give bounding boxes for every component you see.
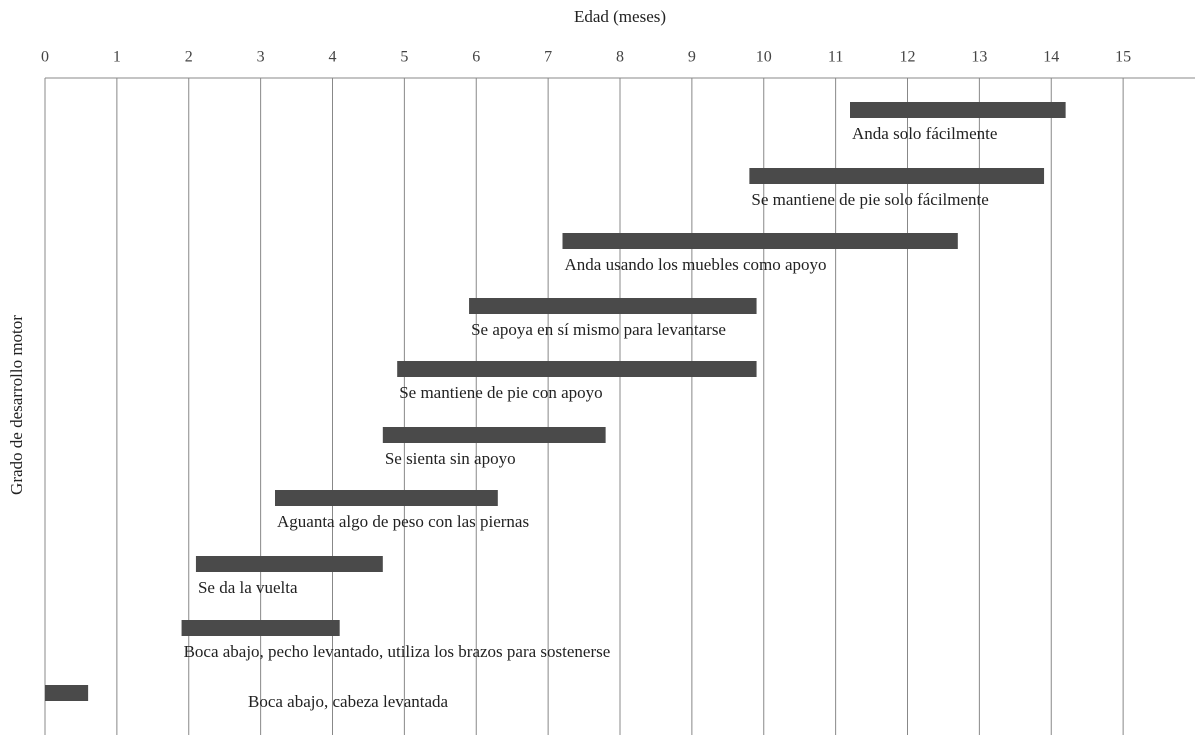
x-axis-title: Edad (meses) [574, 7, 666, 26]
bar [850, 102, 1066, 118]
x-tick-label: 13 [971, 49, 987, 66]
x-tick-label: 1 [113, 49, 121, 66]
x-tick-label: 12 [900, 49, 916, 66]
x-tick-label: 8 [616, 49, 624, 66]
x-tick-label: 0 [41, 49, 49, 66]
bar [749, 168, 1045, 184]
x-tick-label: 10 [756, 49, 772, 66]
x-tick-label: 6 [472, 49, 480, 66]
x-tick-label: 4 [329, 49, 337, 66]
bar-label: Se apoya en sí mismo para levantarse [471, 320, 726, 339]
x-tick-label: 7 [544, 49, 552, 66]
bar [181, 620, 340, 636]
bar [275, 490, 498, 506]
bar [382, 427, 606, 443]
bar-label: Se sienta sin apoyo [385, 449, 516, 468]
bar-label: Anda solo fácilmente [852, 124, 997, 143]
x-tick-label: 9 [688, 49, 696, 66]
bar [397, 361, 757, 377]
x-tick-label: 15 [1115, 49, 1131, 66]
bar-label: Aguanta algo de peso con las piernas [277, 512, 529, 531]
y-axis-title: Grado de desarrollo motor [7, 315, 26, 495]
bar [45, 685, 89, 701]
x-tick-label: 3 [257, 49, 265, 66]
bar-label: Se da la vuelta [198, 578, 298, 597]
bar-label: Boca abajo, cabeza levantada [248, 692, 449, 711]
bar [469, 298, 757, 314]
x-tick-label: 5 [400, 49, 408, 66]
bar-label: Anda usando los muebles como apoyo [565, 255, 827, 274]
bar-label: Se mantiene de pie solo fácilmente [751, 190, 988, 209]
bar [195, 556, 383, 572]
bar-label: Boca abajo, pecho levantado, utiliza los… [184, 642, 611, 661]
bar-label: Se mantiene de pie con apoyo [399, 383, 602, 402]
x-tick-label: 14 [1043, 49, 1059, 66]
x-tick-label: 2 [185, 49, 193, 66]
x-tick-label: 11 [828, 49, 843, 66]
bar [562, 233, 958, 249]
